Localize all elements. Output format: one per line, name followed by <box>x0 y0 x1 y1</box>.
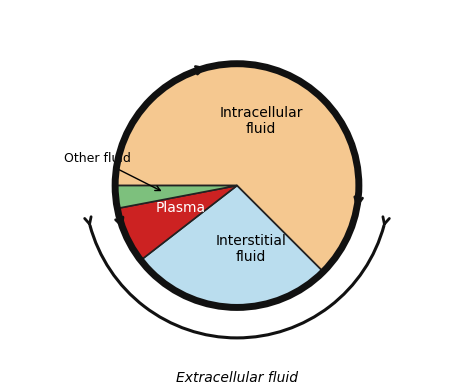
Wedge shape <box>141 186 323 307</box>
Wedge shape <box>117 186 237 260</box>
Text: Extracellular fluid: Extracellular fluid <box>176 371 298 385</box>
Text: Plasma: Plasma <box>156 201 206 215</box>
Text: Interstitial
fluid: Interstitial fluid <box>216 234 287 264</box>
Text: Intracellular
fluid: Intracellular fluid <box>219 106 303 136</box>
Text: Other fluid: Other fluid <box>64 152 160 190</box>
Wedge shape <box>115 64 359 272</box>
Wedge shape <box>115 186 237 208</box>
